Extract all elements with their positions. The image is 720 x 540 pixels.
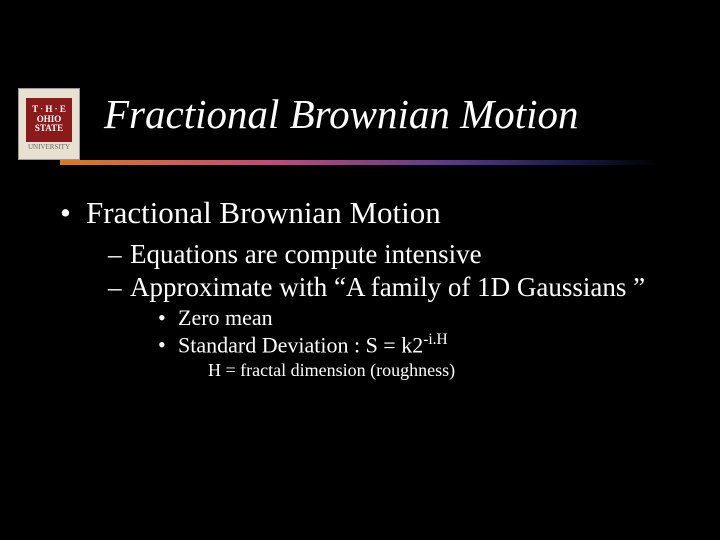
university-logo: T · H · E OHIO STATE UNIVERSITY [18,88,80,160]
bullet-dot: • [158,305,178,331]
divider-gradient [60,160,660,165]
logo-inner: T · H · E OHIO STATE [26,98,72,142]
logo-sub: UNIVERSITY [28,144,70,151]
bullet-level1: •Fractional Brownian Motion [60,195,680,231]
bullet-level2: –Equations are compute intensive [108,239,680,270]
slide-content: •Fractional Brownian Motion –Equations a… [60,195,680,381]
bullet-dot: • [60,195,86,231]
bullet-l2a-text: Equations are compute intensive [130,239,482,269]
bullet-l3a-text: Zero mean [178,305,273,330]
bullet-dot: • [158,332,178,358]
logo-line3: STATE [35,124,63,134]
bullet-level3: •Standard Deviation : S = k2-i.H [158,331,680,358]
bullet-l1-text: Fractional Brownian Motion [86,195,441,230]
bullet-l4-text: H = fractal dimension (roughness) [208,360,455,380]
bullet-l3b-sup: -i.H [423,331,447,348]
bullet-l2b-text: Approximate with “A family of 1D Gaussia… [130,272,645,302]
bullet-level2: –Approximate with “A family of 1D Gaussi… [108,272,680,303]
bullet-l3b-prefix: Standard Deviation : S = k2 [178,332,423,357]
bullet-level3: •Zero mean [158,305,680,331]
dash-icon: – [108,272,130,303]
dash-icon: – [108,239,130,270]
bullet-level4: H = fractal dimension (roughness) [208,360,680,381]
slide-title: Fractional Brownian Motion [104,90,579,138]
